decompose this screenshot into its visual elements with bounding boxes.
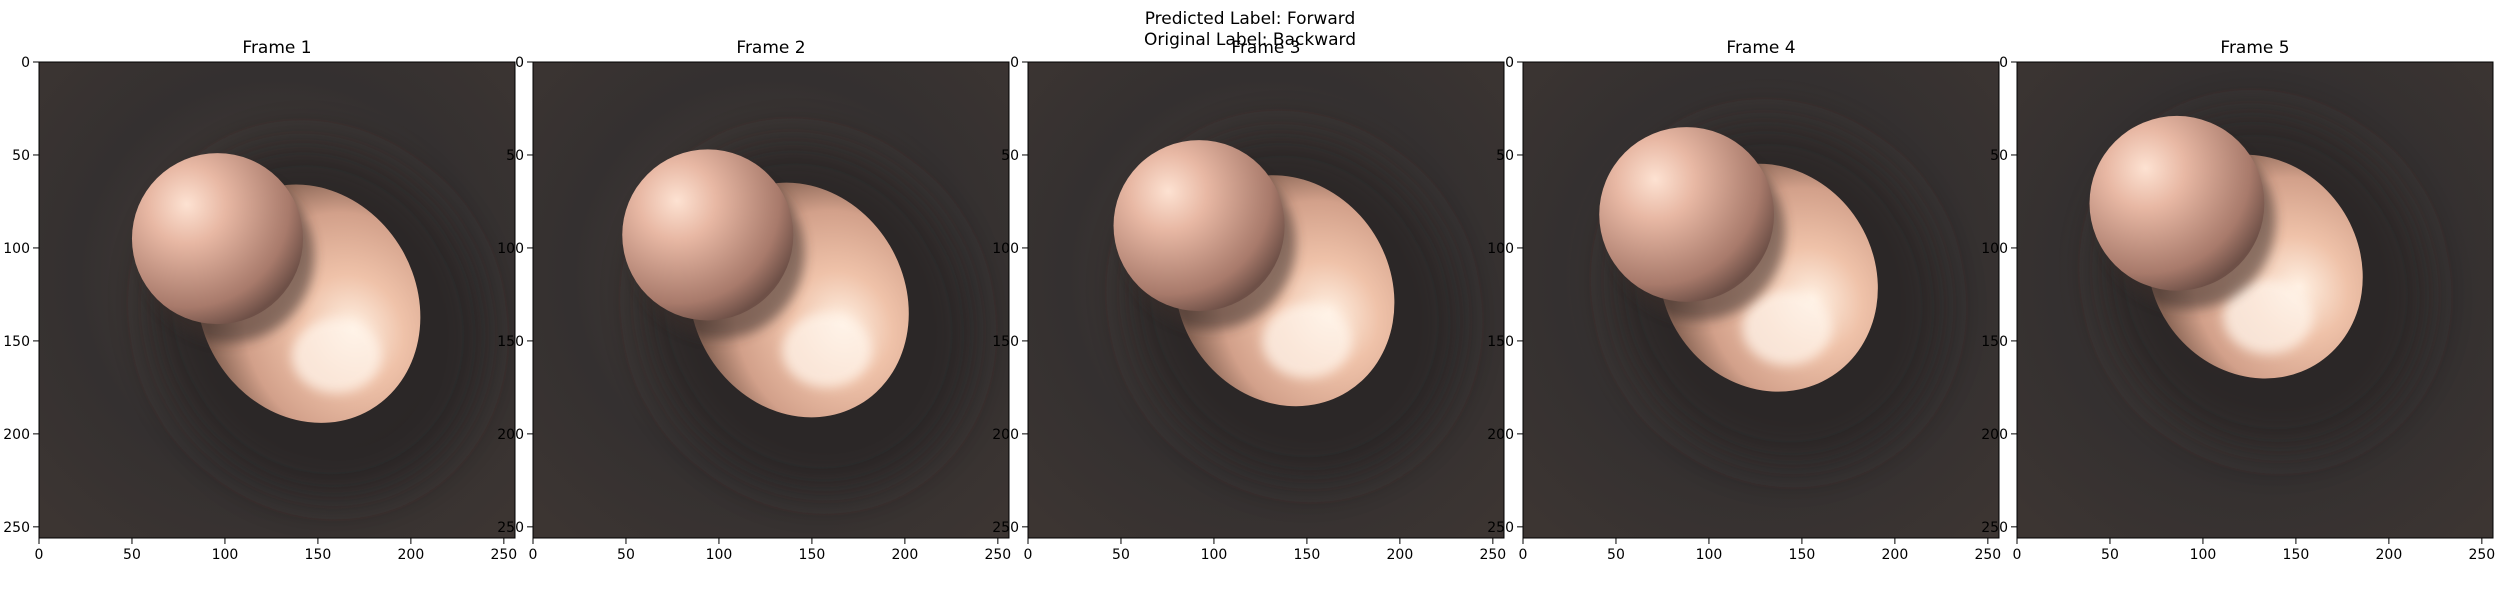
x-tick-label: 50 <box>1112 547 1130 563</box>
x-tick-label: 0 <box>529 547 538 563</box>
x-tick-label: 150 <box>2283 547 2310 563</box>
x-tick-label: 200 <box>892 547 919 563</box>
y-tick-label: 150 <box>1981 334 2008 350</box>
y-tick-label: 250 <box>1487 520 1514 536</box>
frame-panel: 0 0 50 50 100 100 150 150 200 200 250 250 Frame 3 <box>992 0 1548 600</box>
y-tick-label: 0 <box>515 55 524 71</box>
x-tick-label: 100 <box>2190 547 2217 563</box>
endoscopy-frame-image: 0 0 50 50 100 100 150 150 200 200 250 250 <box>992 55 1506 563</box>
y-tick-label: 0 <box>1505 55 1514 71</box>
y-tick-label: 0 <box>21 55 30 71</box>
y-tick-label: 200 <box>992 427 1019 443</box>
y-tick-label: 250 <box>992 520 1019 536</box>
y-tick-label: 200 <box>497 427 524 443</box>
x-tick-label: 100 <box>1696 547 1723 563</box>
frame-title: Frame 3 <box>1231 38 1301 58</box>
frame-panel: 0 0 50 50 100 100 150 150 200 200 250 250 Frame 1 <box>3 0 559 600</box>
x-tick-label: 0 <box>35 547 44 563</box>
y-tick-label: 150 <box>3 334 30 350</box>
endoscopy-frame-image: 0 0 50 50 100 100 150 150 200 200 250 250 <box>1981 55 2495 563</box>
x-tick-label: 100 <box>1201 547 1228 563</box>
y-tick-label: 250 <box>3 520 30 536</box>
x-tick-label: 250 <box>984 547 1011 563</box>
y-tick-label: 100 <box>3 241 30 257</box>
y-tick-label: 200 <box>3 427 30 443</box>
x-tick-label: 50 <box>617 547 635 563</box>
x-tick-label: 250 <box>2468 547 2495 563</box>
y-tick-label: 250 <box>1981 520 2008 536</box>
x-tick-label: 100 <box>706 547 733 563</box>
original-label: Original Label: Backward <box>1144 30 1356 50</box>
x-tick-label: 250 <box>490 547 517 563</box>
x-tick-label: 200 <box>398 547 425 563</box>
y-tick-label: 100 <box>992 241 1019 257</box>
y-tick-label: 200 <box>1487 427 1514 443</box>
y-tick-label: 250 <box>497 520 524 536</box>
y-tick-label: 0 <box>1999 55 2008 71</box>
y-tick-label: 100 <box>1981 241 2008 257</box>
y-tick-label: 150 <box>1487 334 1514 350</box>
predicted-label: Predicted Label: Forward <box>1144 9 1356 29</box>
x-tick-label: 50 <box>123 547 141 563</box>
frame-title: Frame 1 <box>242 38 312 58</box>
y-tick-label: 100 <box>497 241 524 257</box>
x-tick-label: 50 <box>1607 547 1625 563</box>
endoscopy-frame-image: 0 0 50 50 100 100 150 150 200 200 250 250 <box>1487 55 2001 563</box>
y-tick-label: 50 <box>1001 148 1019 164</box>
x-tick-label: 50 <box>2101 547 2119 563</box>
x-tick-label: 150 <box>305 547 332 563</box>
frame-panel: 0 0 50 50 100 100 150 150 200 200 250 250 Frame 5 <box>1981 0 2500 600</box>
x-tick-label: 150 <box>799 547 826 563</box>
frame-title: Frame 4 <box>1726 38 1796 58</box>
x-tick-label: 200 <box>2376 547 2403 563</box>
y-tick-label: 150 <box>992 334 1019 350</box>
x-tick-label: 150 <box>1294 547 1321 563</box>
x-tick-label: 250 <box>1974 547 2001 563</box>
frame-title: Frame 2 <box>736 38 806 58</box>
y-tick-label: 50 <box>1990 148 2008 164</box>
frame-panel: 0 0 50 50 100 100 150 150 200 200 250 250 Frame 4 <box>1487 0 2043 600</box>
x-tick-label: 0 <box>1519 547 1528 563</box>
x-tick-label: 200 <box>1387 547 1414 563</box>
x-tick-label: 200 <box>1882 547 1909 563</box>
y-tick-label: 100 <box>1487 241 1514 257</box>
y-tick-label: 50 <box>12 148 30 164</box>
endoscopy-frame-image: 0 0 50 50 100 100 150 150 200 200 250 250 <box>3 55 517 563</box>
x-tick-label: 100 <box>212 547 239 563</box>
frame-title: Frame 5 <box>2220 38 2290 58</box>
y-tick-label: 0 <box>1010 55 1019 71</box>
y-tick-label: 150 <box>497 334 524 350</box>
x-tick-label: 0 <box>2013 547 2022 563</box>
y-tick-label: 50 <box>1496 148 1514 164</box>
endoscopy-frame-image: 0 0 50 50 100 100 150 150 200 200 250 250 <box>497 55 1011 563</box>
x-tick-label: 150 <box>1789 547 1816 563</box>
y-tick-label: 200 <box>1981 427 2008 443</box>
frame-panel: 0 0 50 50 100 100 150 150 200 200 250 250 Frame 2 <box>497 0 1053 600</box>
y-tick-label: 50 <box>506 148 524 164</box>
x-tick-label: 250 <box>1479 547 1506 563</box>
x-tick-label: 0 <box>1024 547 1033 563</box>
